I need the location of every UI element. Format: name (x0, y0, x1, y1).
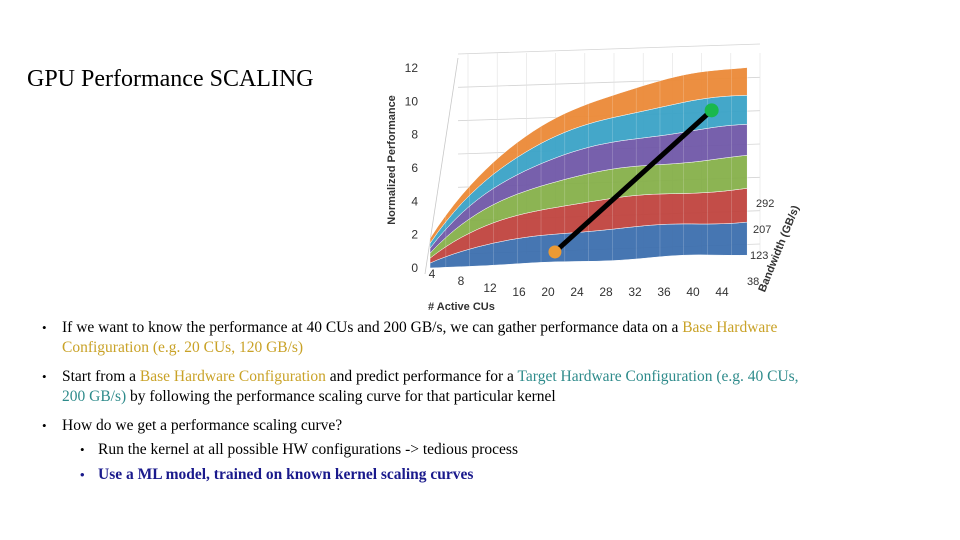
z-axis-label: Bandwidth (GB/s) (756, 204, 800, 294)
x-axis-label: # Active CUs (428, 301, 495, 313)
z-tick-label: 292 (756, 198, 774, 210)
y-tick-label: 6 (411, 161, 418, 175)
grid-line (457, 43, 761, 55)
sub-bullet-2: Use a ML model, trained on known kernel … (78, 465, 820, 485)
bullet-list: If we want to know the performance at 40… (40, 318, 820, 485)
x-tick-label: 40 (686, 285, 700, 299)
x-tick-label: 32 (628, 285, 642, 299)
y-tick-label: 0 (411, 261, 418, 275)
x-tick-label: 8 (458, 274, 465, 288)
x-tick-label: 28 (599, 285, 613, 299)
bullet-1-text: If we want to know the performance at 40… (62, 319, 679, 336)
bullet-2-pre: Start from a (62, 368, 137, 385)
y-axis-label: Normalized Performance (386, 95, 398, 225)
arrow-line (552, 107, 715, 255)
bullet-1-highlight: Base Hardware Configuration (e.g. 20 CUs… (62, 319, 778, 356)
bullet-2: Start from a Base Hardware Configuration… (40, 367, 820, 406)
bullet-3-text: How do we get a performance scaling curv… (62, 417, 343, 434)
scaling-arrow (548, 103, 719, 259)
surface-band (429, 67, 748, 245)
z-tick-label: 207 (753, 224, 771, 236)
x-tick-label: 12 (483, 281, 497, 295)
target-config-point (704, 103, 719, 118)
x-tick-label: 24 (570, 285, 584, 299)
y-tick-label: 2 (411, 228, 418, 242)
x-tick-label: 4 (429, 267, 436, 281)
sub-bullet-1: Run the kernel at all possible HW config… (78, 440, 820, 460)
x-tick-label: 20 (541, 285, 555, 299)
x-tick-label: 16 (512, 285, 526, 299)
surface-bands (429, 67, 748, 269)
y-tick-label: 10 (405, 94, 419, 108)
y-tick-label: 8 (411, 128, 418, 142)
bullet-2-base-config: Base Hardware Configuration (139, 368, 326, 385)
bullet-2-post: by following the performance scaling cur… (130, 387, 556, 405)
bullet-1: If we want to know the performance at 40… (40, 318, 820, 357)
x-tick-label: 36 (657, 285, 671, 299)
sub-bullet-2-text: Use a ML model, trained on known kernel … (98, 466, 474, 483)
y-tick-label: 4 (411, 194, 418, 208)
x-tick-label: 44 (715, 285, 729, 299)
bullet-2-target-config: Target Hardware Configuration (e.g. 40 C… (62, 368, 799, 405)
bullet-3: How do we get a performance scaling curv… (40, 416, 820, 436)
slide-title: GPU Performance SCALING (27, 66, 314, 92)
base-config-point (548, 245, 562, 259)
z-tick-label: 123 (750, 250, 768, 262)
y-tick-label: 12 (405, 61, 419, 75)
sub-bullet-1-text: Run the kernel at all possible HW config… (98, 440, 518, 458)
bullet-2-mid: and predict performance for a (329, 368, 514, 385)
z-tick-label: 38 (747, 276, 759, 288)
